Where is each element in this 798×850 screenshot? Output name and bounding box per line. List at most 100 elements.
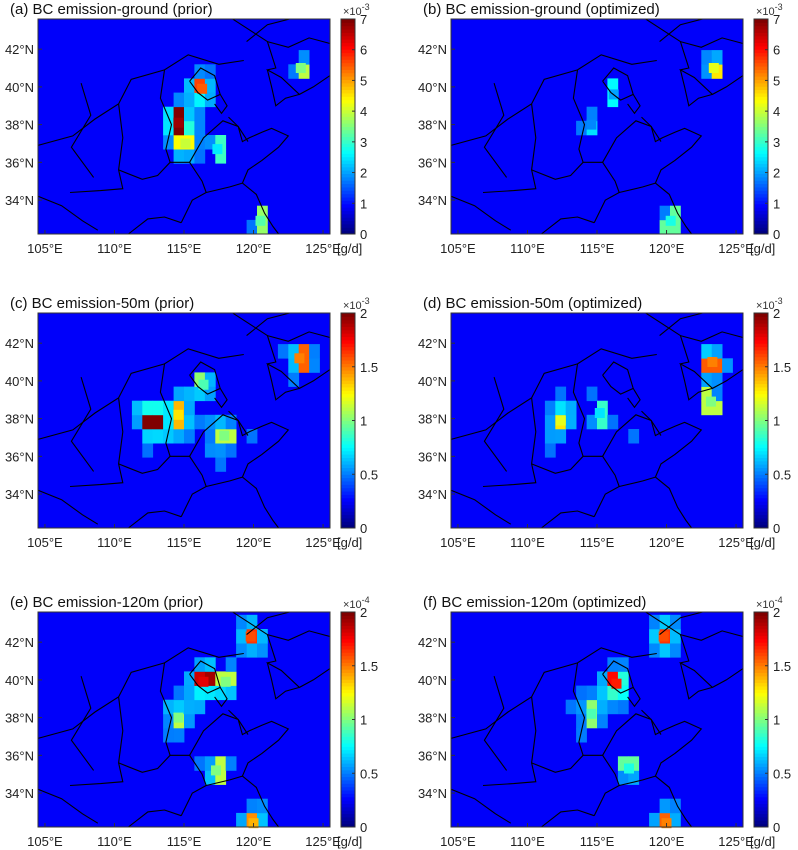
colorbar: 0 1 2 3 4 5 6 7×10-3 [753, 2, 783, 242]
x-tick-label: 125°E [305, 834, 341, 849]
chart-panel-4: (d) BC emission-50m (optimized) 105°E 110°… [418, 295, 791, 550]
colorbar-segment [754, 59, 768, 64]
boundary-line [228, 709, 290, 777]
boundary-line [655, 775, 693, 828]
boundary-line [619, 182, 656, 194]
emission-cell [298, 344, 310, 359]
boundary-line [482, 103, 537, 194]
colorbar-segment [754, 638, 768, 643]
y-tick-label: 34°N [5, 487, 34, 502]
colorbar-segment [341, 200, 355, 205]
y-tick-label: 36°N [5, 748, 34, 763]
boundary-line [170, 455, 207, 517]
colorbar-segment [754, 719, 768, 724]
emission-cell [215, 414, 227, 430]
colorbar-segment [341, 779, 355, 784]
colorbar-segment [754, 313, 768, 317]
x-tick-label: 110°E [97, 834, 132, 849]
emission-cell [215, 770, 227, 785]
colorbar-segment [754, 223, 768, 228]
emission-cell [701, 372, 713, 387]
y-tick-label: 42°N [5, 635, 34, 650]
x-tick-label: 115°E [167, 834, 202, 849]
colorbar-segment [341, 417, 355, 421]
emission-hotspot [586, 708, 597, 719]
colorbar-segment [754, 450, 768, 455]
chart-panel-2: (b) BC emission-ground (optimized) 105°E 1… [418, 1, 783, 256]
emission-cell [246, 614, 258, 630]
colorbar-tick-label: 2 [773, 166, 780, 181]
colorbar-segment [754, 55, 768, 60]
colorbar-tick-label: 5 [360, 73, 367, 88]
colorbar-segment [341, 440, 355, 445]
colorbar-segment [754, 380, 768, 385]
emission-cell [576, 699, 587, 715]
colorbar-segment [341, 800, 355, 804]
emission-cell [152, 400, 164, 416]
colorbar-exponent: ×10-3 [343, 2, 370, 18]
colorbar-segment [341, 323, 355, 327]
chart-panel-3: (c) BC emission-50m (prior) 105°E 110°E 115… [5, 295, 378, 550]
panel-title: (d) BC emission-50m (optimized) [423, 295, 642, 312]
y-tick-label: 34°N [418, 786, 447, 801]
colorbar-segment [754, 200, 768, 205]
colorbar-segment [754, 618, 768, 623]
y-tick-label: 40°N [418, 80, 447, 95]
colorbar-segment [341, 682, 355, 687]
colorbar-segment [341, 669, 355, 673]
boundary-line [680, 630, 744, 641]
colorbar-segment [754, 440, 768, 445]
colorbar-segment [341, 501, 355, 505]
colorbar-segment [341, 373, 355, 378]
emission-cell [173, 135, 185, 150]
emission-cell [607, 699, 619, 715]
emission-cell [236, 812, 247, 828]
panel-title: (c) BC emission-50m (prior) [10, 295, 194, 312]
colorbar: 0 0.5 1 1.5 2×10-4 [340, 595, 378, 835]
emission-cell [711, 386, 723, 402]
colorbar-segment [341, 447, 355, 452]
emission-cell [204, 685, 216, 701]
emission-cell [701, 400, 713, 416]
colorbar-segment [754, 427, 768, 432]
emission-hotspot [198, 676, 209, 687]
colorbar-segment [754, 69, 768, 74]
emission-cell [659, 798, 671, 814]
colorbar-segment [754, 786, 768, 791]
colorbar-tick-label: 0.5 [360, 766, 378, 781]
colorbar-segment [754, 129, 768, 134]
boundary-line [37, 348, 244, 440]
colorbar-segment [341, 460, 355, 465]
colorbar-segment [341, 59, 355, 64]
colorbar-segment [754, 72, 768, 77]
colorbar-segment [754, 628, 768, 633]
colorbar-segment [754, 417, 768, 421]
colorbar-exponent-power: -3 [362, 296, 370, 306]
boundary-line [619, 775, 656, 787]
colorbar-segment [341, 729, 355, 734]
colorbar-segment [754, 517, 768, 522]
colorbar-segment [754, 403, 768, 408]
colorbar-segment [754, 796, 768, 801]
colorbar-segment [754, 210, 768, 215]
boundary-line [267, 630, 331, 641]
colorbar-exponent: ×10-3 [756, 2, 783, 18]
emission-cell [607, 671, 619, 686]
boundary-line [483, 376, 508, 472]
boundary-line [214, 94, 228, 115]
colorbar-segment [341, 638, 355, 643]
boundary-line [206, 182, 243, 194]
colorbar-segment [754, 336, 768, 341]
colorbar-segment [754, 501, 768, 505]
colorbar-segment [754, 143, 768, 148]
emission-cell [184, 671, 195, 686]
x-tick-label: 120°E [649, 241, 685, 256]
x-tick-label: 120°E [649, 535, 685, 550]
emission-hotspot [180, 138, 191, 149]
colorbar-segment [341, 76, 355, 80]
colorbar-segment [341, 504, 355, 509]
boundary-line [266, 662, 300, 700]
colorbar-segment [754, 183, 768, 188]
colorbar-segment [341, 62, 355, 67]
colorbar-segment [754, 386, 768, 391]
